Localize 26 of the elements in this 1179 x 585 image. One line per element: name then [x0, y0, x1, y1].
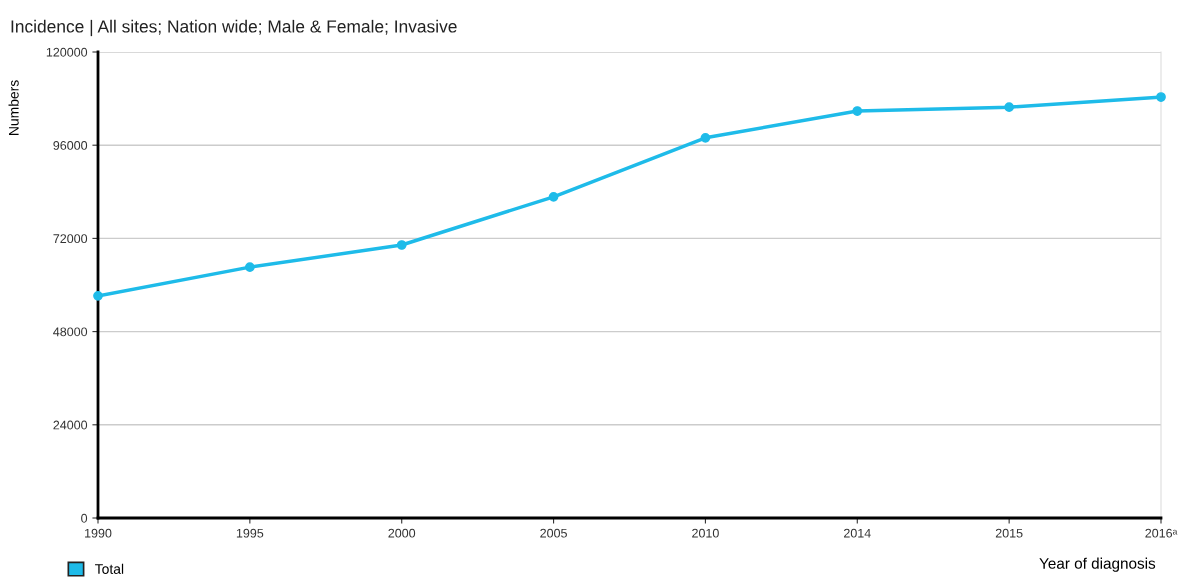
x-tick-label: 2005 — [540, 528, 567, 538]
point — [548, 191, 559, 202]
point — [1004, 102, 1015, 113]
point — [1156, 92, 1166, 102]
chart-title: Incidence | All sites; Nation wide; Male & Female; Invasive — [11, 19, 457, 37]
y-tick-label: 72000 — [53, 234, 88, 244]
point — [852, 106, 863, 116]
x-tick-label: 2016ᵃ — [1145, 528, 1178, 538]
point — [244, 262, 255, 272]
y-axis-title: Numbers — [8, 80, 19, 135]
y-tick-label: 96000 — [53, 141, 88, 150]
point — [93, 291, 103, 301]
point — [396, 240, 407, 250]
x-tick-label: 2015 — [995, 528, 1023, 538]
x-tick-label: 1990 — [85, 528, 112, 538]
point — [700, 132, 711, 143]
x-tick-label: 1995 — [236, 528, 264, 538]
x-tick-label: 2000 — [388, 528, 416, 538]
legend-label: Total — [95, 563, 124, 574]
x-axis-title: Year of diagnosis — [1039, 557, 1156, 572]
y-tick-label: 0 — [81, 513, 88, 523]
x-tick-label: 2010 — [692, 528, 719, 538]
x-tick-label: 2014 — [844, 528, 871, 538]
y-tick-label: 48000 — [53, 327, 88, 337]
y-tick-label: 24000 — [53, 420, 88, 430]
y-tick-label: 120000 — [46, 47, 88, 57]
